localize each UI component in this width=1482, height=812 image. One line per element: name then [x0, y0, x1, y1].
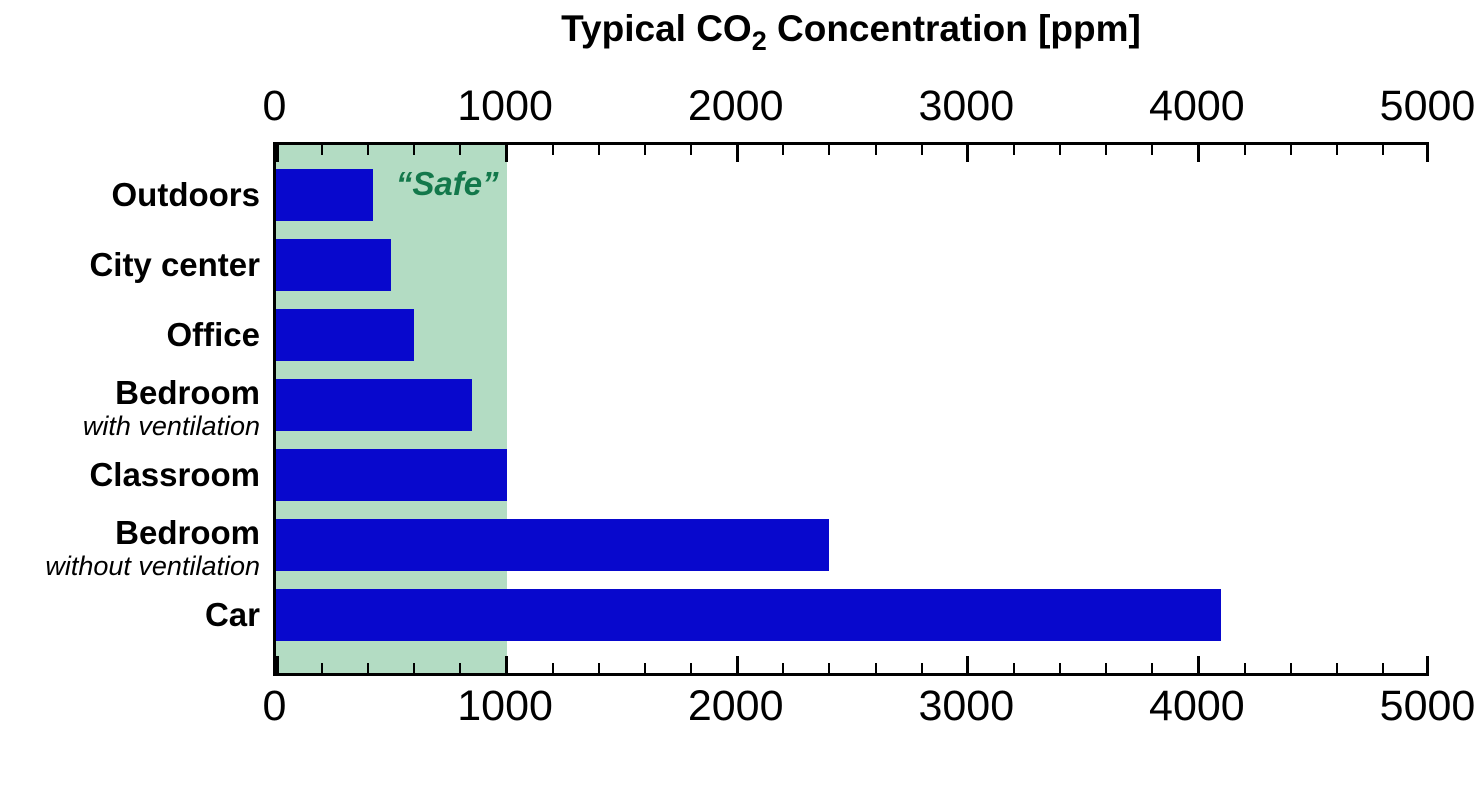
category-label-bedroom-without-ventilation: Bedroom without ventilation — [0, 514, 260, 582]
top-tick-label-0: 0 — [262, 82, 287, 130]
top-tick-label-4000: 4000 — [1149, 82, 1245, 130]
minor-tick-bottom-1200 — [551, 663, 554, 673]
minor-tick-top-1400 — [597, 145, 600, 155]
category-label-classroom: Classroom — [0, 457, 260, 493]
bar-city-center — [276, 239, 392, 291]
minor-tick-top-3400 — [1059, 145, 1062, 155]
bottom-tick-label-0: 0 — [262, 682, 287, 730]
minor-tick-top-1600 — [643, 145, 646, 155]
category-sub-label: with ventilation — [82, 411, 260, 441]
major-tick-top-5000 — [1426, 145, 1429, 162]
bar-classroom — [276, 449, 507, 501]
minor-tick-bottom-1600 — [643, 663, 646, 673]
major-tick-top-2000 — [735, 145, 739, 162]
bar-bedroom-without-ventilation — [276, 519, 830, 571]
category-main-label: Classroom — [89, 456, 260, 493]
minor-tick-top-1200 — [551, 145, 554, 155]
category-sub-label: without ventilation — [45, 551, 260, 581]
major-tick-bottom-0 — [276, 656, 279, 673]
minor-tick-top-4600 — [1335, 145, 1338, 155]
category-main-label: Outdoors — [111, 176, 260, 213]
bottom-axis-line — [273, 673, 1429, 676]
category-main-label: Bedroom — [115, 374, 260, 411]
category-label-bedroom-with-ventilation: Bedroom with ventilation — [0, 374, 260, 442]
major-tick-bottom-5000 — [1426, 656, 1429, 673]
minor-tick-top-600 — [413, 145, 416, 155]
chart-title-suffix: Concentration [ppm] — [766, 8, 1141, 49]
minor-tick-top-2600 — [874, 145, 877, 155]
minor-tick-bottom-1800 — [690, 663, 693, 673]
minor-tick-top-2400 — [828, 145, 831, 155]
top-tick-label-2000: 2000 — [687, 82, 784, 130]
major-tick-bottom-4000 — [1196, 656, 1200, 673]
minor-tick-bottom-3200 — [1012, 663, 1015, 673]
bottom-tick-label-3000: 3000 — [918, 682, 1015, 730]
bottom-tick-label-5000: 5000 — [1379, 682, 1476, 730]
minor-tick-top-4200 — [1243, 145, 1246, 155]
minor-tick-bottom-1400 — [597, 663, 600, 673]
top-tick-label-3000: 3000 — [918, 82, 1015, 130]
minor-tick-bottom-200 — [321, 663, 324, 673]
major-tick-bottom-3000 — [966, 656, 970, 673]
category-label-outdoors: Outdoors — [0, 177, 260, 213]
minor-tick-top-3600 — [1105, 145, 1108, 155]
major-tick-top-0 — [276, 145, 279, 162]
bar-outdoors — [276, 169, 373, 221]
minor-tick-top-4800 — [1381, 145, 1384, 155]
minor-tick-bottom-600 — [413, 663, 416, 673]
minor-tick-bottom-2800 — [920, 663, 923, 673]
minor-tick-bottom-4800 — [1381, 663, 1384, 673]
category-main-label: Office — [166, 316, 260, 353]
major-tick-top-4000 — [1196, 145, 1200, 162]
minor-tick-top-4400 — [1289, 145, 1292, 155]
minor-tick-top-3200 — [1012, 145, 1015, 155]
minor-tick-top-2800 — [920, 145, 923, 155]
minor-tick-bottom-3600 — [1105, 663, 1108, 673]
left-axis-line — [273, 142, 276, 676]
category-main-label: Bedroom — [115, 514, 260, 551]
chart-title-prefix: Typical CO — [561, 8, 752, 49]
top-tick-label-5000: 5000 — [1379, 82, 1476, 130]
top-axis-line — [273, 142, 1429, 145]
category-main-label: City center — [89, 246, 260, 283]
minor-tick-top-2200 — [782, 145, 785, 155]
bottom-tick-label-4000: 4000 — [1149, 682, 1245, 730]
safe-region-label: “Safe” — [395, 165, 499, 202]
major-tick-top-1000 — [505, 145, 509, 162]
minor-tick-bottom-2400 — [828, 663, 831, 673]
minor-tick-bottom-2600 — [874, 663, 877, 673]
minor-tick-bottom-3800 — [1151, 663, 1154, 673]
minor-tick-top-3800 — [1151, 145, 1154, 155]
minor-tick-bottom-3400 — [1059, 663, 1062, 673]
minor-tick-top-400 — [367, 145, 370, 155]
minor-tick-top-200 — [321, 145, 324, 155]
category-label-office: Office — [0, 317, 260, 353]
major-tick-bottom-2000 — [735, 656, 739, 673]
bar-bedroom-with-ventilation — [276, 379, 472, 431]
category-label-car: Car — [0, 597, 260, 633]
plot-area: “Safe” — [276, 145, 1429, 673]
minor-tick-bottom-800 — [459, 663, 462, 673]
category-main-label: Car — [204, 596, 260, 633]
minor-tick-bottom-400 — [367, 663, 370, 673]
minor-tick-bottom-4200 — [1243, 663, 1246, 673]
bottom-tick-label-2000: 2000 — [687, 682, 784, 730]
bar-office — [276, 309, 415, 361]
chart-title-subscript: 2 — [751, 26, 767, 56]
major-tick-top-3000 — [966, 145, 970, 162]
minor-tick-bottom-4600 — [1335, 663, 1338, 673]
minor-tick-bottom-2200 — [782, 663, 785, 673]
bar-car — [276, 589, 1222, 641]
bottom-tick-label-1000: 1000 — [457, 682, 553, 730]
minor-tick-top-800 — [459, 145, 462, 155]
top-tick-label-1000: 1000 — [457, 82, 553, 130]
chart-title: Typical CO2 Concentration [ppm] — [273, 8, 1429, 56]
minor-tick-bottom-4400 — [1289, 663, 1292, 673]
category-label-city-center: City center — [0, 247, 260, 283]
major-tick-bottom-1000 — [505, 656, 509, 673]
minor-tick-top-1800 — [690, 145, 693, 155]
